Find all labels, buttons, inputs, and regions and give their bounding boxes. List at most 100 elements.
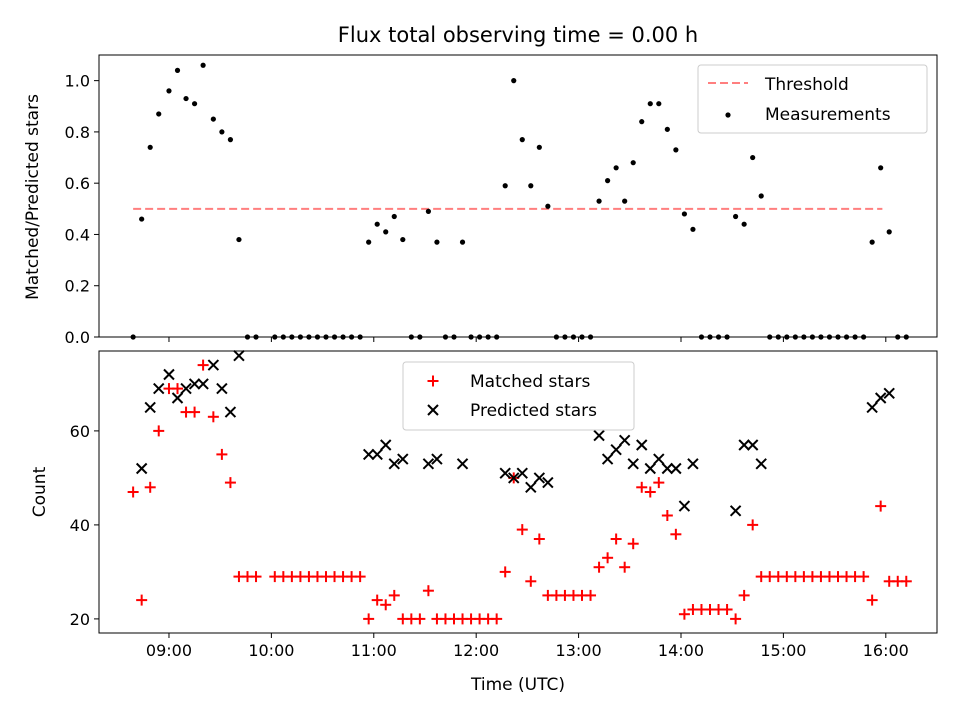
measurement-point bbox=[673, 147, 679, 153]
top-y-tick-label: 0.0 bbox=[65, 328, 90, 347]
matched-star-point bbox=[875, 500, 887, 512]
x-tick-label: 10:00 bbox=[248, 641, 294, 660]
measurement-point bbox=[183, 95, 189, 102]
measurement-point bbox=[656, 101, 662, 107]
predicted-star-point bbox=[188, 378, 201, 390]
measurement-point bbox=[596, 198, 602, 204]
matched-star-point bbox=[499, 566, 511, 578]
top-plot-frame bbox=[98, 54, 938, 338]
measurement-point bbox=[434, 239, 440, 245]
predicted-star-point bbox=[601, 453, 614, 465]
matched-star-point bbox=[661, 510, 673, 521]
predicted-star-point bbox=[388, 458, 400, 470]
measurement-point bbox=[733, 213, 739, 220]
top-y-tick-label: 0.8 bbox=[65, 123, 90, 142]
measurement-point bbox=[519, 137, 525, 143]
matched-star-point bbox=[866, 594, 878, 606]
predicted-star-point bbox=[135, 462, 148, 475]
legend-threshold-label: Threshold bbox=[764, 75, 849, 95]
measurement-point bbox=[536, 144, 542, 150]
matched-star-point bbox=[730, 613, 742, 625]
predicted-star-point bbox=[180, 382, 192, 395]
top-legend-box bbox=[697, 64, 928, 134]
measurement-point bbox=[545, 203, 551, 209]
predicted-star-point bbox=[653, 453, 665, 465]
matched-star-point bbox=[153, 425, 165, 437]
predicted-star-point bbox=[738, 439, 750, 451]
measurement-point bbox=[147, 144, 153, 150]
measurement-point bbox=[459, 239, 466, 245]
matched-star-point bbox=[414, 613, 426, 625]
bottom-y-tick-label: 20 bbox=[70, 610, 90, 629]
matched-star-point bbox=[422, 585, 434, 597]
bottom-y-tick-label: 40 bbox=[70, 516, 90, 535]
matched-star-point bbox=[619, 561, 631, 573]
matched-star-point bbox=[172, 383, 184, 395]
x-tick-label: 16:00 bbox=[863, 641, 909, 660]
predicted-star-point bbox=[153, 382, 165, 395]
predicted-star-point bbox=[618, 434, 631, 447]
predicted-star-point bbox=[533, 472, 546, 484]
measurement-point bbox=[383, 229, 389, 235]
matched-star-point bbox=[216, 448, 228, 460]
predicted-star-point bbox=[422, 458, 435, 470]
predicted-star-point bbox=[380, 439, 392, 451]
measurement-point bbox=[690, 226, 696, 232]
measurement-point bbox=[166, 88, 172, 94]
predicted-star-point bbox=[687, 458, 699, 470]
matched-star-point bbox=[533, 533, 545, 545]
matched-star-point bbox=[388, 589, 400, 601]
legend-measurement-label: Measurements bbox=[765, 105, 891, 125]
measurement-point bbox=[622, 198, 628, 204]
matched-star-point bbox=[636, 481, 648, 493]
predicted-star-point bbox=[362, 448, 375, 461]
measurement-point bbox=[139, 216, 145, 222]
measurement-point bbox=[200, 62, 206, 68]
predicted-star-point bbox=[171, 392, 184, 404]
top-y-tick-label: 0.6 bbox=[65, 174, 90, 193]
x-tick-label: 14:00 bbox=[658, 641, 704, 660]
predicted-star-point bbox=[371, 448, 383, 461]
legend-predicted-label: Predicted stars bbox=[470, 401, 597, 421]
predicted-star-point bbox=[197, 378, 209, 390]
x-tick-label: 13:00 bbox=[556, 641, 602, 660]
matched-star-point bbox=[371, 594, 383, 606]
matched-star-point bbox=[207, 411, 219, 423]
bottom-panel: 09:00 10:00 11:00 12:00 13:00 14:00 15:00 16:00… bbox=[70, 349, 938, 660]
legend-matched-swatch bbox=[427, 375, 439, 387]
matched-star-point bbox=[224, 477, 236, 489]
measurement-point bbox=[886, 229, 892, 235]
predicted-star-point bbox=[746, 439, 759, 451]
legend-predicted-swatch bbox=[427, 404, 439, 416]
measurement-point bbox=[613, 165, 619, 171]
measurement-point bbox=[236, 236, 242, 243]
measurement-point bbox=[630, 160, 636, 166]
bottom-y-axis-label: Count bbox=[30, 466, 50, 517]
x-tick-label: 09:00 bbox=[146, 641, 192, 660]
measurement-point bbox=[741, 221, 747, 227]
predicted-star-point bbox=[644, 462, 656, 475]
matched-star-point bbox=[721, 604, 733, 615]
predicted-star-point bbox=[516, 467, 528, 479]
matched-star-point bbox=[197, 359, 209, 371]
predicted-star-point bbox=[542, 476, 554, 489]
matched-star-point bbox=[525, 575, 537, 587]
measurement-point bbox=[174, 67, 181, 73]
measurement-point bbox=[219, 129, 225, 135]
top-legend: Threshold Measurements bbox=[697, 64, 928, 134]
measurement-point bbox=[400, 236, 406, 243]
matched-star-point bbox=[738, 589, 750, 601]
predicted-star-point bbox=[456, 458, 469, 470]
measurement-point bbox=[511, 78, 517, 84]
x-tick-label: 12:00 bbox=[453, 641, 499, 660]
matched-star-point bbox=[127, 486, 139, 498]
matched-star-point bbox=[144, 481, 156, 493]
predicted-star-point bbox=[627, 458, 639, 470]
predicted-star-point bbox=[678, 500, 691, 512]
measurement-point bbox=[191, 101, 198, 107]
legend-matched-label: Matched stars bbox=[470, 372, 590, 392]
predicted-star-point bbox=[233, 349, 245, 362]
matched-star-point bbox=[900, 575, 912, 587]
predicted-star-point bbox=[729, 505, 742, 517]
